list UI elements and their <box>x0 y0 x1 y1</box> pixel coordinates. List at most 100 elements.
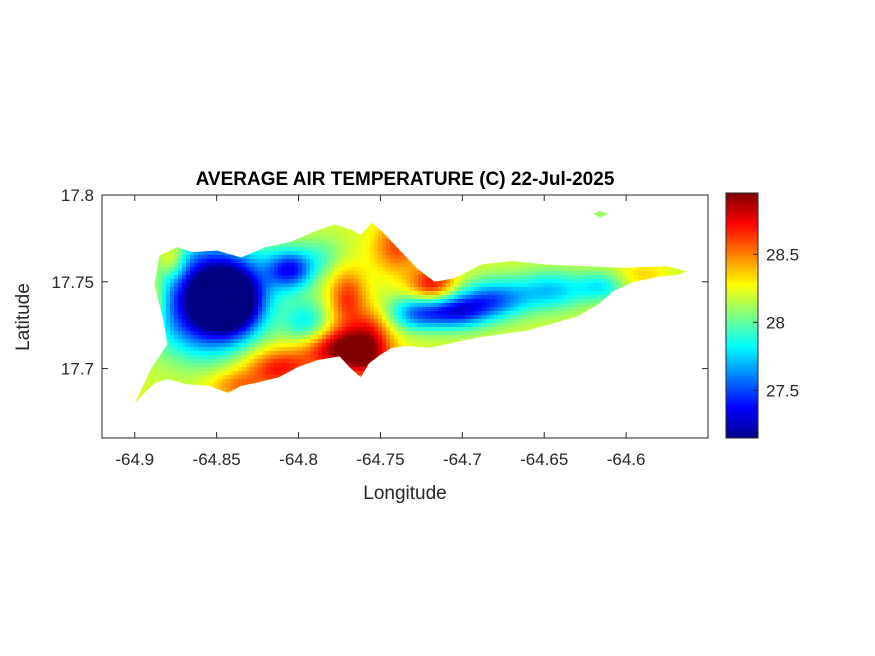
heat-cell <box>422 275 427 280</box>
heat-cell <box>178 299 183 304</box>
heat-cell <box>226 375 231 380</box>
heat-cell <box>418 339 423 344</box>
heat-cell <box>214 331 219 336</box>
heat-cell <box>378 235 383 240</box>
heat-cell <box>274 339 279 344</box>
heat-cell <box>198 375 203 380</box>
heat-cell <box>334 283 339 288</box>
heat-cell <box>234 319 239 324</box>
heat-cell <box>322 239 327 244</box>
heat-cell <box>238 315 243 320</box>
heat-cell <box>254 251 259 256</box>
heat-cell <box>362 335 367 340</box>
heat-cell <box>222 371 227 376</box>
heat-cell <box>206 279 211 284</box>
heat-cell <box>230 315 235 320</box>
heat-cell <box>362 255 367 260</box>
heat-cell <box>158 355 163 360</box>
heat-cell <box>298 243 303 248</box>
heat-cell <box>322 263 327 268</box>
heat-cell <box>214 315 219 320</box>
heat-cell <box>222 343 227 348</box>
heat-cell <box>270 287 275 292</box>
heat-cell <box>218 379 223 384</box>
heat-cell <box>266 247 271 252</box>
heat-cell <box>238 255 243 260</box>
heat-cell <box>338 247 343 252</box>
heat-cell <box>386 283 391 288</box>
heat-cell <box>298 331 303 336</box>
heat-cell <box>218 339 223 344</box>
heat-cell <box>426 331 431 336</box>
heat-cell <box>290 287 295 292</box>
heat-cell <box>370 339 375 344</box>
heat-cell <box>322 283 327 288</box>
heat-cell <box>290 267 295 272</box>
heat-cell <box>294 275 299 280</box>
heat-cell <box>174 347 179 352</box>
heat-cell <box>242 267 247 272</box>
heat-cell <box>282 303 287 308</box>
heat-cell <box>218 375 223 380</box>
heat-cell <box>210 355 215 360</box>
heat-cell <box>186 319 191 324</box>
heat-cell <box>274 311 279 316</box>
heat-cell <box>398 307 403 312</box>
heat-cell <box>258 315 263 320</box>
heat-cell <box>158 267 163 272</box>
heat-cell <box>226 387 231 392</box>
heat-cell <box>302 243 307 248</box>
heat-cell <box>290 271 295 276</box>
heat-cell <box>314 267 319 272</box>
heat-cell <box>166 363 171 368</box>
heat-cell <box>346 267 351 272</box>
heat-cell <box>294 335 299 340</box>
heat-cell <box>350 351 355 356</box>
heat-cell <box>342 315 347 320</box>
heat-cell <box>354 359 359 364</box>
heat-cell <box>182 267 187 272</box>
heat-cell <box>274 347 279 352</box>
heat-cell <box>394 283 399 288</box>
heat-cell <box>210 303 215 308</box>
heat-cell <box>234 343 239 348</box>
heat-cell <box>350 271 355 276</box>
heat-cell <box>362 279 367 284</box>
heat-cell <box>230 387 235 392</box>
heat-cell <box>186 291 191 296</box>
heat-cell <box>362 235 367 240</box>
heat-cell <box>318 331 323 336</box>
heat-cell <box>334 315 339 320</box>
heat-cell <box>338 303 343 308</box>
heat-cell <box>294 239 299 244</box>
heat-cell <box>374 315 379 320</box>
heat-cell <box>270 331 275 336</box>
heat-cell <box>338 339 343 344</box>
heat-cell <box>302 287 307 292</box>
heat-cell <box>322 255 327 260</box>
heat-cell <box>334 279 339 284</box>
heat-cell <box>314 235 319 240</box>
heat-cell <box>294 319 299 324</box>
heat-cell <box>262 363 267 368</box>
heat-cell <box>330 271 335 276</box>
heat-cell <box>250 291 255 296</box>
heat-cell <box>338 295 343 300</box>
heat-cell <box>322 235 327 240</box>
heat-cell <box>266 275 271 280</box>
heat-cell <box>274 275 279 280</box>
heat-cell <box>166 255 171 260</box>
heat-cell <box>234 303 239 308</box>
heat-cell <box>226 347 231 352</box>
heat-cell <box>282 243 287 248</box>
heat-cell <box>318 299 323 304</box>
heat-cell <box>214 275 219 280</box>
heat-cell <box>178 287 183 292</box>
heat-cell <box>326 335 331 340</box>
heat-cell <box>154 283 159 288</box>
heat-cell <box>242 259 247 264</box>
heat-cell <box>182 303 187 308</box>
heat-cell <box>386 323 391 328</box>
heat-cell <box>290 251 295 256</box>
heat-cell <box>202 251 207 256</box>
